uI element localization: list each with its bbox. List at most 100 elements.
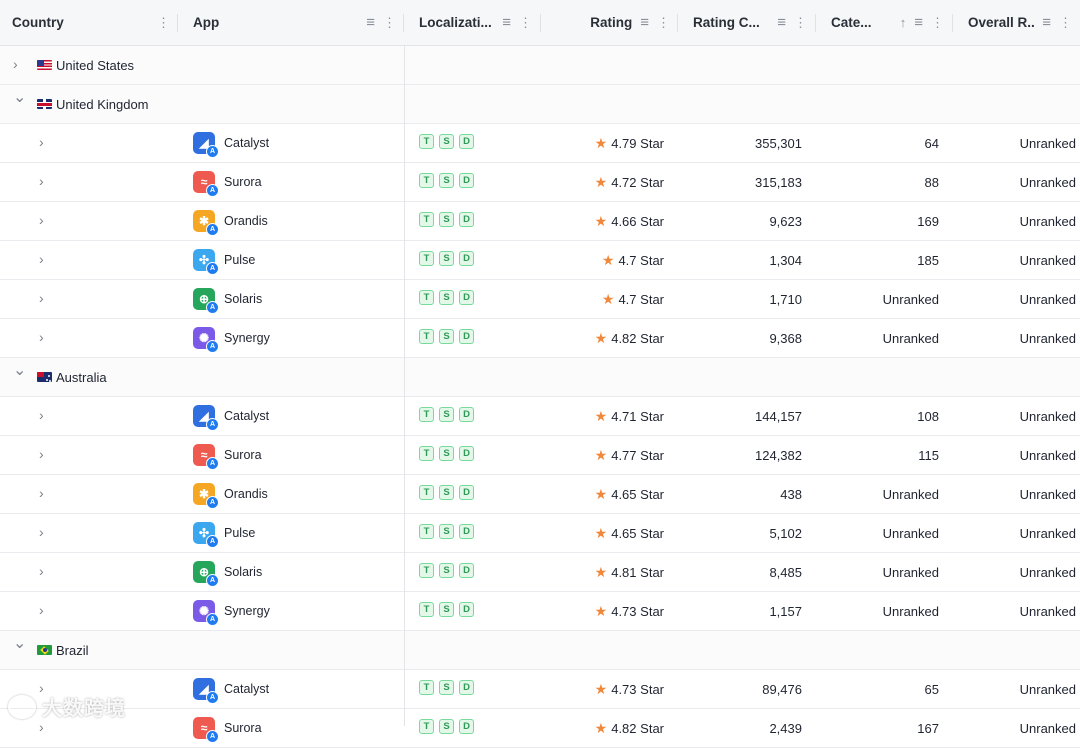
app-row[interactable]: › ✱ A Orandis T S D ★ 4.65 Star 438 Unranked Unrank…: [0, 475, 1080, 514]
app-name[interactable]: Synergy: [224, 604, 270, 618]
overall-rank-cell: Unranked: [1019, 408, 1076, 424]
chevron-right-icon[interactable]: ›: [39, 212, 44, 228]
app-name[interactable]: Synergy: [224, 331, 270, 345]
chevron-right-icon[interactable]: ›: [39, 329, 44, 345]
column-header-6[interactable]: Cate... ↑ ≡ ⋮: [831, 0, 944, 45]
chevron-right-icon[interactable]: ›: [39, 251, 44, 267]
header-separator[interactable]: [952, 14, 953, 32]
header-separator[interactable]: [815, 14, 816, 32]
app-row[interactable]: › ⊕ A Solaris T S D ★ 4.7 Star 1,710 Unranked Unran…: [0, 280, 1080, 319]
country-cell: United Kingdom: [37, 85, 149, 123]
more-icon[interactable]: ⋮: [1059, 14, 1072, 30]
header-separator[interactable]: [403, 14, 404, 32]
chevron-down-icon[interactable]: ⌄: [13, 635, 27, 652]
app-name[interactable]: Pulse: [224, 253, 256, 267]
header-separator[interactable]: [177, 14, 178, 32]
category-rank-cell: Unranked: [882, 486, 939, 502]
chevron-down-icon[interactable]: ⌄: [13, 89, 27, 106]
app-name[interactable]: Catalyst: [224, 136, 270, 150]
category-rank-cell: Unranked: [882, 525, 939, 541]
more-icon[interactable]: ⋮: [931, 14, 944, 30]
more-icon[interactable]: ⋮: [794, 14, 807, 30]
country-group-row[interactable]: ⌄ Australia: [0, 358, 1080, 397]
app-row[interactable]: › ◢ A Catalyst T S D ★ 4.71 Star 144,157 108 Unrank…: [0, 397, 1080, 436]
app-row[interactable]: › ✣ A Pulse T S D ★ 4.7 Star 1,304 185 Unranked: [0, 241, 1080, 280]
rating-suffix: Star: [640, 603, 664, 619]
app-name[interactable]: Surora: [224, 175, 262, 189]
solaris-app-icon: ⊕ A: [193, 561, 219, 587]
category-rank-cell: Unranked: [882, 564, 939, 580]
rating-value: 4.72: [611, 174, 637, 190]
app-name[interactable]: Solaris: [224, 565, 263, 579]
app-row[interactable]: › ✺ A Synergy T S D ★ 4.73 Star 1,157 Unranked Unra…: [0, 592, 1080, 631]
app-name[interactable]: Surora: [224, 721, 262, 735]
app-name[interactable]: Surora: [224, 448, 262, 462]
star-icon: ★: [594, 485, 608, 502]
chevron-right-icon[interactable]: ›: [39, 602, 44, 618]
chevron-right-icon[interactable]: ›: [39, 407, 44, 423]
star-icon: ★: [594, 524, 608, 541]
chevron-right-icon[interactable]: ›: [39, 719, 44, 735]
chevron-right-icon[interactable]: ›: [39, 524, 44, 540]
app-name[interactable]: Catalyst: [224, 409, 270, 423]
country-group-row[interactable]: ⌄ Brazil: [0, 631, 1080, 670]
chevron-right-icon[interactable]: ›: [39, 446, 44, 462]
filter-icon[interactable]: ≡: [914, 14, 923, 31]
chevron-down-icon[interactable]: ⌄: [13, 362, 27, 379]
app-row[interactable]: › ✱ A Orandis T S D ★ 4.66 Star 9,623 169 Unranked: [0, 202, 1080, 241]
column-header-3[interactable]: Localizati... ≡ ⋮: [419, 0, 532, 45]
rating-cell: ★ 4.79 Star: [540, 124, 664, 162]
more-icon[interactable]: ⋮: [519, 14, 532, 30]
app-store-icon: A: [206, 418, 219, 431]
app-row[interactable]: › ≈ A Surora T S D ★ 4.72 Star 315,183 88 Unranked: [0, 163, 1080, 202]
more-icon[interactable]: ⋮: [657, 14, 670, 30]
header-separator[interactable]: [540, 14, 541, 32]
chevron-right-icon[interactable]: ›: [39, 563, 44, 579]
chevron-right-icon[interactable]: ›: [39, 173, 44, 189]
column-header-5[interactable]: Rating C... ≡ ⋮: [693, 0, 807, 45]
app-row[interactable]: › ⊕ A Solaris T S D ★ 4.81 Star 8,485 Unranked Unra…: [0, 553, 1080, 592]
filter-icon[interactable]: ≡: [502, 14, 511, 31]
column-header-2[interactable]: App ≡ ⋮: [193, 0, 396, 45]
app-name[interactable]: Orandis: [224, 487, 268, 501]
app-row[interactable]: › ≈ A Surora T S D ★ 4.82 Star 2,439 167 Unranked: [0, 709, 1080, 748]
chevron-right-icon[interactable]: ›: [13, 56, 18, 72]
filter-icon[interactable]: ≡: [366, 14, 375, 31]
app-name[interactable]: Solaris: [224, 292, 263, 306]
chevron-right-icon[interactable]: ›: [39, 290, 44, 306]
chevron-right-icon[interactable]: ›: [39, 134, 44, 150]
column-header-1[interactable]: Country ⋮: [12, 0, 170, 45]
more-icon[interactable]: ⋮: [157, 14, 170, 30]
more-icon[interactable]: ⋮: [383, 14, 396, 30]
rating-value: 4.82: [611, 330, 637, 346]
app-row[interactable]: › ◢ A Catalyst T S D ★ 4.73 Star 89,476 65 Unranked: [0, 670, 1080, 709]
chevron-right-icon[interactable]: ›: [39, 680, 44, 696]
rating-value: 4.73: [611, 603, 637, 619]
app-row[interactable]: › ≈ A Surora T S D ★ 4.77 Star 124,382 115 Unranked: [0, 436, 1080, 475]
filter-icon[interactable]: ≡: [1042, 14, 1051, 31]
app-row[interactable]: › ✺ A Synergy T S D ★ 4.82 Star 9,368 Unranked Unra…: [0, 319, 1080, 358]
sort-asc-icon[interactable]: ↑: [899, 15, 907, 30]
filter-icon[interactable]: ≡: [640, 14, 649, 31]
rating-count-cell: 438: [780, 486, 802, 502]
category-rank-cell: 167: [917, 720, 939, 736]
app-name[interactable]: Catalyst: [224, 682, 270, 696]
app-row[interactable]: › ◢ A Catalyst T S D ★ 4.79 Star 355,301 64 Unranke…: [0, 124, 1080, 163]
country-group-row[interactable]: › United States: [0, 46, 1080, 85]
overall-rank-cell: Unranked: [1019, 291, 1076, 307]
column-header-7[interactable]: Overall R... ≡ ⋮: [968, 0, 1072, 45]
app-row[interactable]: › ✣ A Pulse T S D ★ 4.65 Star 5,102 Unranked Unrank…: [0, 514, 1080, 553]
overall-rank-cell: Unranked: [1019, 681, 1076, 697]
localization-badge: T: [419, 329, 434, 344]
header-separator[interactable]: [677, 14, 678, 32]
country-group-row[interactable]: ⌄ United Kingdom: [0, 85, 1080, 124]
filter-icon[interactable]: ≡: [777, 14, 786, 31]
app-name[interactable]: Pulse: [224, 526, 256, 540]
column-header-label: Rating: [590, 15, 633, 30]
app-name[interactable]: Orandis: [224, 214, 268, 228]
chevron-right-icon[interactable]: ›: [39, 485, 44, 501]
overall-rank-cell: Unranked: [1019, 603, 1076, 619]
column-header-4[interactable]: Rating ≡ ⋮: [560, 0, 670, 45]
